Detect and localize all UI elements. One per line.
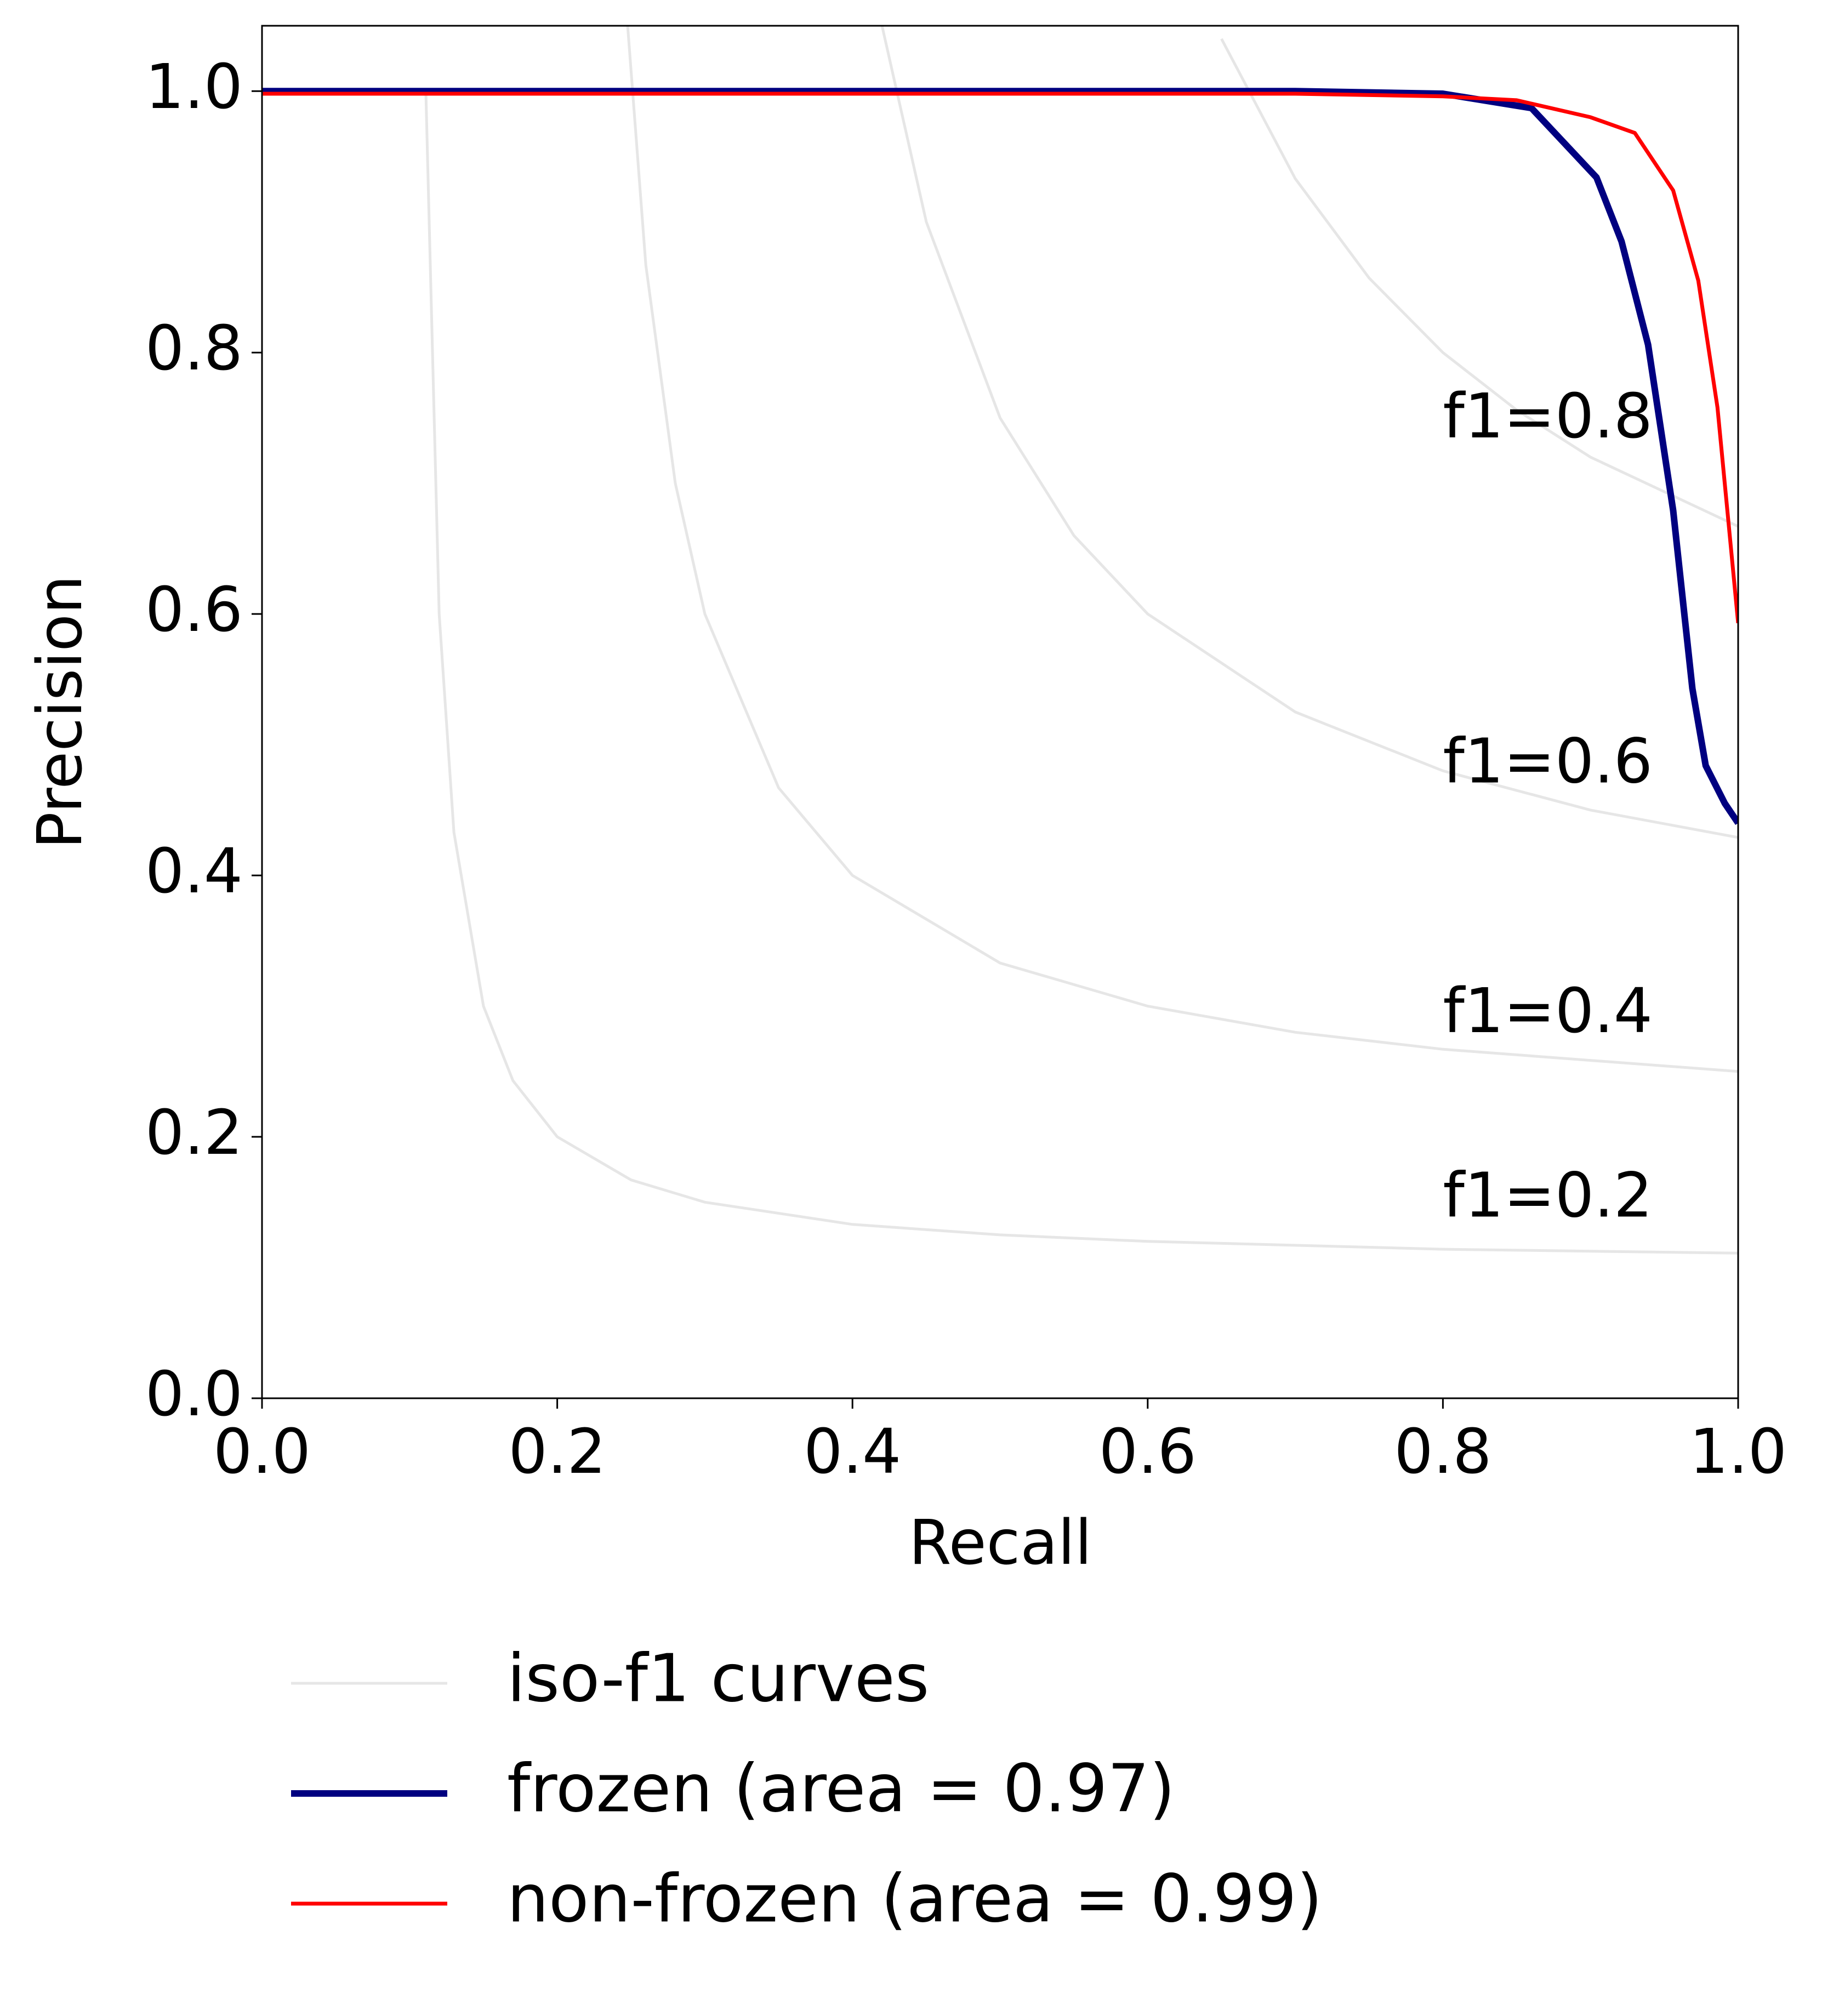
iso-f1-label: f1=0.2 [1443,1160,1653,1231]
plot-area [262,26,1738,1255]
x-tick-label: 0.6 [1099,1416,1197,1488]
pr-curve [262,92,1738,624]
y-tick-label: 0.0 [145,1359,243,1430]
iso-f1-label: f1=0.8 [1443,381,1653,452]
x-tick-label: 0.4 [804,1416,901,1488]
x-tick-label: 1.0 [1689,1416,1787,1488]
y-axis-label: Precision [25,575,96,849]
iso-f1-label: f1=0.6 [1443,726,1653,798]
iso-f1-curve [424,91,1738,1255]
y-tick-label: 1.0 [145,52,243,123]
y-tick-label: 0.2 [145,1097,243,1169]
axes-frame [261,25,1739,1399]
y-tick-label: 0.4 [145,836,243,907]
legend-label: frozen (area = 0.97) [507,1751,1175,1827]
y-tick-label: 0.6 [145,574,243,646]
iso-f1-label: f1=0.4 [1443,976,1653,1047]
iso-f1-curve [626,26,1738,1073]
iso-f1-curve [1220,38,1738,528]
y-tick-label: 0.8 [145,313,243,384]
iso-f1-curve [880,26,1738,839]
x-tick-label: 0.8 [1394,1416,1491,1488]
x-axis-label: Recall [909,1507,1092,1579]
pr-curve [262,88,1738,825]
x-tick-label: 0.0 [213,1416,311,1488]
legend-label: non-frozen (area = 0.99) [507,1861,1322,1938]
x-tick-label: 0.2 [509,1416,606,1488]
legend-label: iso-f1 curves [507,1641,929,1717]
